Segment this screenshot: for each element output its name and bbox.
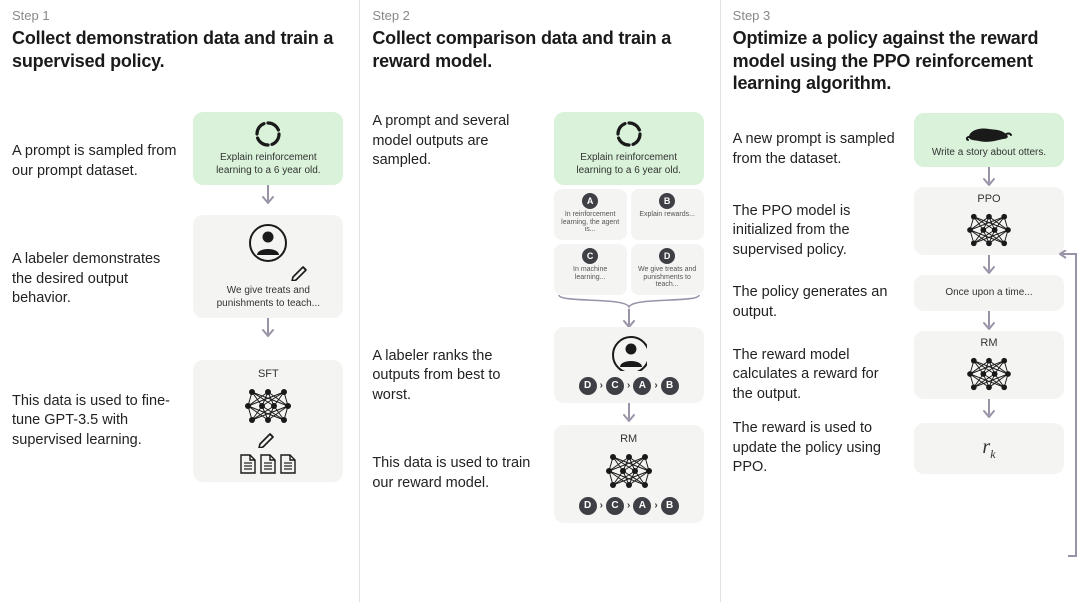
neural-net-icon bbox=[965, 355, 1013, 393]
labeler-output: We give treats and punishments to teach.… bbox=[201, 285, 335, 310]
step-1-row-3-text: This data is used to fine-tune GPT-3.5 w… bbox=[12, 392, 179, 451]
feedback-loop-arrow bbox=[1058, 250, 1078, 560]
arrow-down-icon bbox=[621, 403, 637, 425]
option-d: D We give treats and punishments to teac… bbox=[631, 244, 704, 295]
labeler-rank-card: D› C› A› B bbox=[554, 327, 704, 403]
model-outputs-grid: A In reinforcement learning, the agent i… bbox=[554, 189, 704, 295]
step-3-row-1-text: A new prompt is sampled from the dataset… bbox=[733, 130, 900, 169]
arrow-down-icon bbox=[260, 318, 276, 344]
arrow-down-icon bbox=[260, 185, 276, 211]
person-icon bbox=[248, 223, 288, 263]
rank-badge: C bbox=[606, 497, 624, 515]
option-badge: D bbox=[659, 248, 675, 264]
document-icons bbox=[239, 454, 297, 474]
prompt-text: Write a story about otters. bbox=[932, 147, 1046, 160]
step-2-column: Step 2 Collect comparison data and train… bbox=[359, 0, 719, 602]
pencil-icon bbox=[291, 261, 311, 281]
step-1-row-1-text: A prompt is sampled from our prompt data… bbox=[12, 142, 179, 181]
step-3-row-3-text: The policy generates an output. bbox=[733, 283, 900, 322]
step-2-row-3-text: This data is used to train our reward mo… bbox=[372, 454, 539, 493]
step-3-row-2-text: The PPO model is initialized from the su… bbox=[733, 202, 900, 261]
prompt-text: Explain reinforcement learning to a 6 ye… bbox=[201, 152, 335, 177]
rm-label: RM bbox=[980, 337, 997, 351]
step-2-title: Collect comparison data and train a rewa… bbox=[372, 27, 707, 72]
ppo-label: PPO bbox=[977, 193, 1000, 207]
neural-net-icon bbox=[244, 386, 292, 426]
rank-badge: B bbox=[661, 497, 679, 515]
step-3-column: Step 3 Optimize a policy against the rew… bbox=[720, 0, 1080, 602]
prompt-card: Explain reinforcement learning to a 6 ye… bbox=[193, 112, 343, 185]
step-3-row-5-text: The reward is used to update the policy … bbox=[733, 419, 900, 478]
doc-icon bbox=[279, 454, 297, 474]
three-step-diagram: Step 1 Collect demonstration data and tr… bbox=[0, 0, 1080, 602]
neural-net-icon bbox=[605, 451, 653, 491]
prompt-card: Write a story about otters. bbox=[914, 113, 1064, 168]
reward-value-card: rk bbox=[914, 423, 1064, 474]
sft-model-card: SFT bbox=[193, 360, 343, 482]
otter-icon bbox=[965, 121, 1013, 143]
arrow-down-icon bbox=[981, 311, 997, 331]
option-badge: B bbox=[659, 193, 675, 209]
sft-label: SFT bbox=[258, 368, 279, 382]
rank-badge: B bbox=[661, 377, 679, 395]
person-icon bbox=[611, 335, 647, 371]
option-c: C In machine learning... bbox=[554, 244, 627, 295]
pencil-icon bbox=[258, 428, 278, 448]
ranking-row: D› C› A› B bbox=[579, 497, 679, 515]
doc-icon bbox=[259, 454, 277, 474]
spin-icon bbox=[254, 120, 282, 148]
policy-output-card: Once upon a time... bbox=[914, 275, 1064, 312]
ppo-model-card: PPO bbox=[914, 187, 1064, 255]
prompt-text: Explain reinforcement learning to a 6 ye… bbox=[562, 152, 696, 177]
option-text: In reinforcement learning, the agent is.… bbox=[558, 211, 623, 234]
reward-formula: rk bbox=[982, 435, 995, 462]
arrow-down-icon bbox=[621, 309, 637, 327]
step-1-title: Collect demonstration data and train a s… bbox=[12, 27, 347, 72]
option-badge: C bbox=[582, 248, 598, 264]
step-2-row-2-text: A labeler ranks the outputs from best to… bbox=[372, 347, 539, 406]
policy-output-text: Once upon a time... bbox=[945, 287, 1032, 300]
arrow-down-icon bbox=[981, 167, 997, 187]
brace-icon bbox=[554, 293, 704, 309]
step-2-label: Step 2 bbox=[372, 8, 707, 23]
option-text: We give treats and punishments to teach.… bbox=[635, 266, 700, 289]
reward-model-card: RM D› C› A› B bbox=[554, 425, 704, 523]
step-1-column: Step 1 Collect demonstration data and tr… bbox=[0, 0, 359, 602]
spin-icon bbox=[615, 120, 643, 148]
option-a: A In reinforcement learning, the agent i… bbox=[554, 189, 627, 240]
step-2-row-1-text: A prompt and several model outputs are s… bbox=[372, 112, 539, 171]
rank-badge: C bbox=[606, 377, 624, 395]
arrow-down-icon bbox=[981, 255, 997, 275]
prompt-card: Explain reinforcement learning to a 6 ye… bbox=[554, 112, 704, 185]
rank-badge: D bbox=[579, 497, 597, 515]
rank-badge: D bbox=[579, 377, 597, 395]
rm-card: RM bbox=[914, 331, 1064, 399]
arrow-down-icon bbox=[981, 399, 997, 419]
rank-badge: A bbox=[633, 497, 651, 515]
step-3-label: Step 3 bbox=[733, 8, 1068, 23]
neural-net-icon bbox=[965, 211, 1013, 249]
step-3-title: Optimize a policy against the reward mod… bbox=[733, 27, 1068, 95]
rank-badge: A bbox=[633, 377, 651, 395]
labeler-card: We give treats and punishments to teach.… bbox=[193, 215, 343, 318]
ranking-row: D› C› A› B bbox=[579, 377, 679, 395]
step-1-label: Step 1 bbox=[12, 8, 347, 23]
option-text: In machine learning... bbox=[558, 266, 623, 281]
step-1-row-2-text: A labeler demonstrates the desired outpu… bbox=[12, 250, 179, 309]
doc-icon bbox=[239, 454, 257, 474]
step-3-row-4-text: The reward model calculates a reward for… bbox=[733, 346, 900, 405]
option-text: Explain rewards... bbox=[639, 211, 695, 219]
rm-label: RM bbox=[620, 433, 637, 447]
option-b: B Explain rewards... bbox=[631, 189, 704, 240]
option-badge: A bbox=[582, 193, 598, 209]
